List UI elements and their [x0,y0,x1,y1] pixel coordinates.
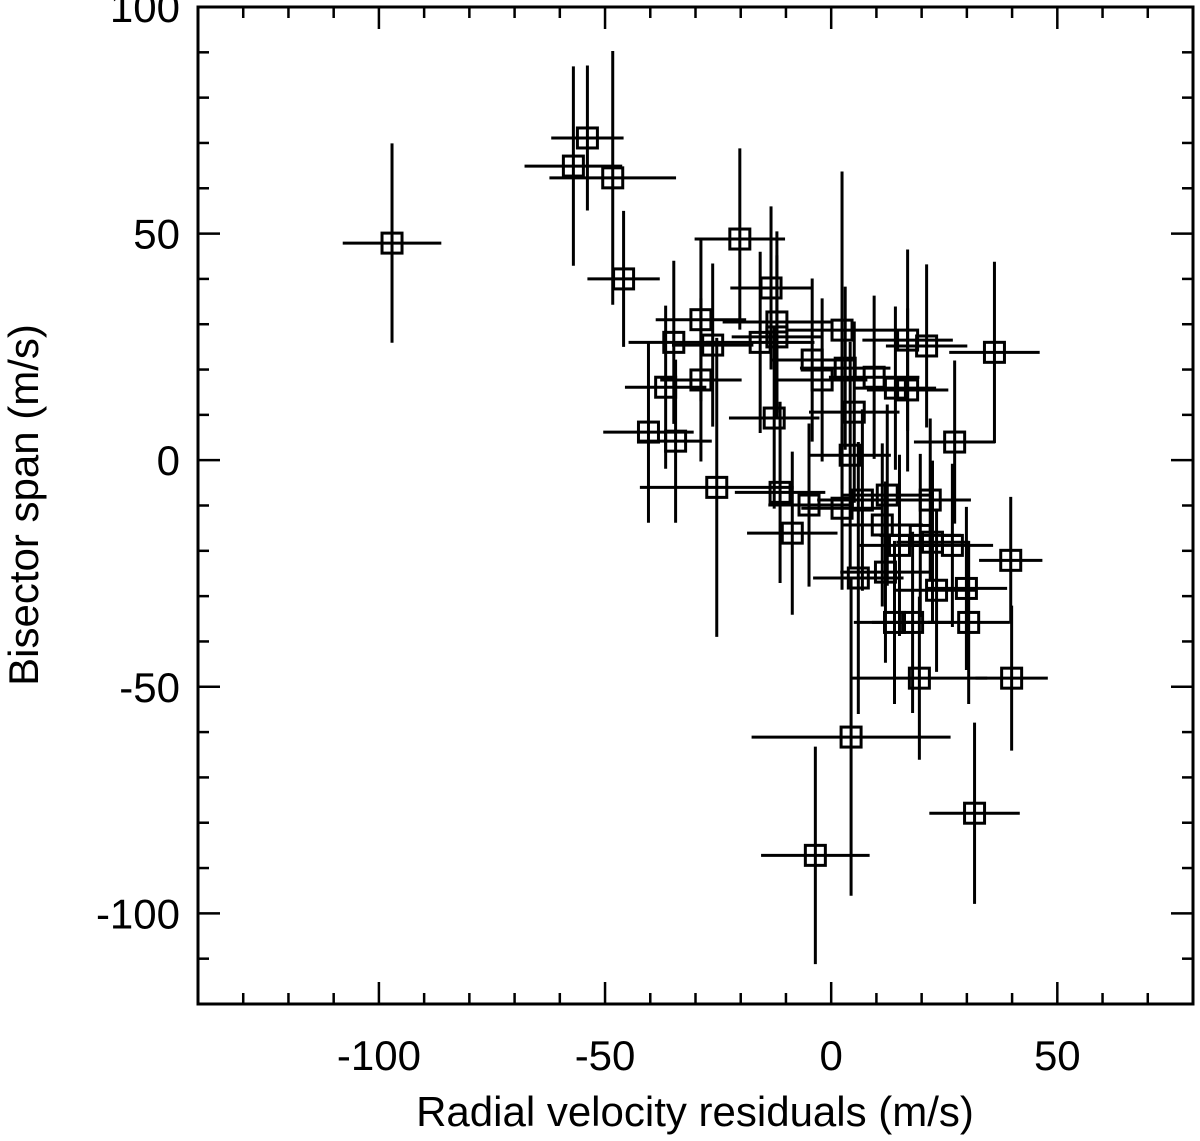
square-marker [701,333,725,357]
square-marker [780,521,804,545]
square-marker [896,378,920,402]
square-marker [1000,666,1024,690]
square-marker [957,610,981,634]
data-point [587,210,660,347]
data-point [895,508,978,672]
data-point [342,143,442,343]
square-marker [842,400,866,424]
data-point [705,251,815,433]
data-point [761,746,870,965]
y-axis-title: Bisector span (m/s) [0,324,47,686]
data-point [911,463,994,627]
data-point [639,359,712,523]
data-point [854,306,937,470]
square-marker [810,368,834,392]
y-tick-label: -50 [119,664,180,711]
square-marker [689,368,713,392]
x-tick-label: -100 [337,1032,421,1079]
square-marker [830,318,854,342]
square-marker [612,267,636,291]
square-marker [662,330,686,354]
data-point [975,605,1048,751]
square-marker [797,493,821,517]
square-marker [803,843,827,867]
data-point [747,451,838,615]
square-marker [765,310,789,334]
square-marker [705,475,729,499]
axis-ticks [196,5,1195,1006]
y-tick-label: 0 [157,437,180,484]
square-marker [839,725,863,749]
square-marker [664,429,688,453]
square-marker [954,576,978,600]
data-point [660,298,742,462]
square-marker [762,406,786,430]
data-point [524,66,623,266]
y-tick-labels: -100 -50 0 50 100 [96,0,180,937]
x-tick-label: 50 [1034,1032,1081,1079]
data-point [913,360,996,524]
square-marker [838,443,862,467]
x-axis-title: Radial velocity residuals (m/s) [416,1088,974,1135]
data-point [851,596,988,760]
square-marker [380,231,404,255]
square-marker [883,376,907,400]
data-point [925,506,1008,671]
square-marker [907,666,931,690]
data-point [671,263,754,427]
y-tick-label: 50 [133,211,180,258]
square-marker [768,480,792,504]
data-point [751,578,951,896]
data-points [342,50,1048,965]
square-marker [915,334,939,358]
square-marker [925,578,949,602]
square-marker [728,227,752,251]
square-marker [940,533,964,557]
data-point [866,308,949,472]
square-marker [846,566,870,590]
data-point [979,496,1043,624]
square-marker [963,801,987,825]
square-marker [850,488,874,512]
data-point [809,341,891,569]
data-point [639,337,794,637]
square-marker [748,330,772,354]
data-point [949,261,1040,443]
plot-frame [196,5,1195,1006]
data-point [801,426,883,590]
square-marker [943,430,967,454]
square-marker [999,548,1023,572]
square-marker [601,166,625,190]
data-point [728,327,820,509]
data-point [929,722,1020,904]
square-marker [982,340,1006,364]
data-point [813,442,904,714]
data-point [768,423,850,587]
y-tick-label: 100 [110,0,180,31]
y-tick-label: -100 [96,890,180,937]
square-marker [901,610,925,634]
square-marker [575,126,599,150]
x-tick-label: 0 [820,1032,843,1079]
square-marker [875,483,899,507]
x-tick-label: -50 [575,1032,636,1079]
data-point [628,260,720,424]
data-point [776,298,868,462]
square-marker [561,154,585,178]
data-point [549,50,677,305]
x-tick-labels: -100 -50 0 50 [337,1032,1081,1079]
data-point [809,321,900,503]
data-point [885,264,968,428]
